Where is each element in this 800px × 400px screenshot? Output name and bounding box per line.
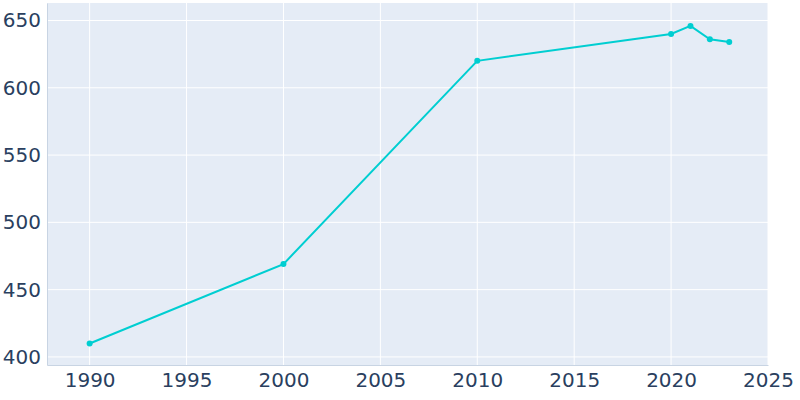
y-tick: 500: [3, 210, 47, 234]
y-tick-label: 650: [3, 8, 41, 32]
x-tick-label: 1995: [162, 368, 213, 392]
y-tick: 600: [3, 76, 47, 100]
data-layer: [87, 23, 733, 347]
x-grid-line: [186, 3, 187, 365]
point: [726, 39, 732, 45]
x-grid-line: [283, 3, 284, 365]
x-tick: 2025: [743, 365, 794, 392]
plot-background: [47, 3, 768, 365]
y-grid-line: [47, 356, 768, 357]
y-axis-line: [47, 4, 48, 366]
x-tick: 2010: [452, 365, 503, 392]
y-grid-line: [47, 20, 768, 21]
x-tick-label: 2015: [549, 368, 600, 392]
y-tick-label: 450: [3, 278, 41, 302]
y-tick: 450: [3, 278, 47, 302]
y-tick: 650: [3, 8, 47, 32]
point: [687, 23, 693, 29]
x-tick-label: 2000: [259, 368, 310, 392]
y-tick-label: 600: [3, 76, 41, 100]
x-tick: 2020: [646, 365, 697, 392]
y-grid-line: [47, 87, 768, 88]
x-grid-line: [477, 3, 478, 365]
x-tick: 2005: [355, 365, 406, 392]
y-grid-line: [47, 289, 768, 290]
x-grid-line: [574, 3, 575, 365]
y-axis: 400 450 500 550 600 650: [3, 4, 48, 369]
x-grid-line: [768, 3, 769, 365]
x-tick-label: 1990: [65, 368, 116, 392]
line: [90, 26, 730, 344]
y-tick-label: 550: [3, 143, 41, 167]
x-tick-label: 2020: [646, 368, 697, 392]
x-axis: 1990 1995 2000 2005 2010 2015 2020 2025: [48, 365, 794, 392]
y-tick: 400: [3, 345, 47, 369]
x-tick-label: 2005: [355, 368, 406, 392]
y-tick-label: 500: [3, 210, 41, 234]
point: [474, 58, 480, 64]
chart: 1990 1995 2000 2005 2010 2015 2020 2025 400 450 50…: [0, 0, 800, 400]
x-grid-line: [380, 3, 381, 365]
y-grid-line: [47, 155, 768, 156]
y-grid-line: [47, 222, 768, 223]
x-tick: 2015: [549, 365, 600, 392]
x-axis-line: [48, 365, 769, 366]
x-tick: 1995: [162, 365, 213, 392]
y-tick: 550: [3, 143, 47, 167]
x-grid-line: [89, 3, 90, 365]
x-tick: 2000: [259, 365, 310, 392]
point: [707, 36, 713, 42]
x-tick-label: 2010: [452, 368, 503, 392]
y-tick-label: 400: [3, 345, 41, 369]
x-grid-line: [671, 3, 672, 365]
point: [668, 31, 674, 37]
point: [280, 261, 286, 267]
x-tick-label: 2025: [743, 368, 794, 392]
point: [87, 340, 93, 346]
plot: 1990 1995 2000 2005 2010 2015 2020 2025 400 450 50…: [3, 3, 794, 392]
x-tick: 1990: [65, 365, 116, 392]
